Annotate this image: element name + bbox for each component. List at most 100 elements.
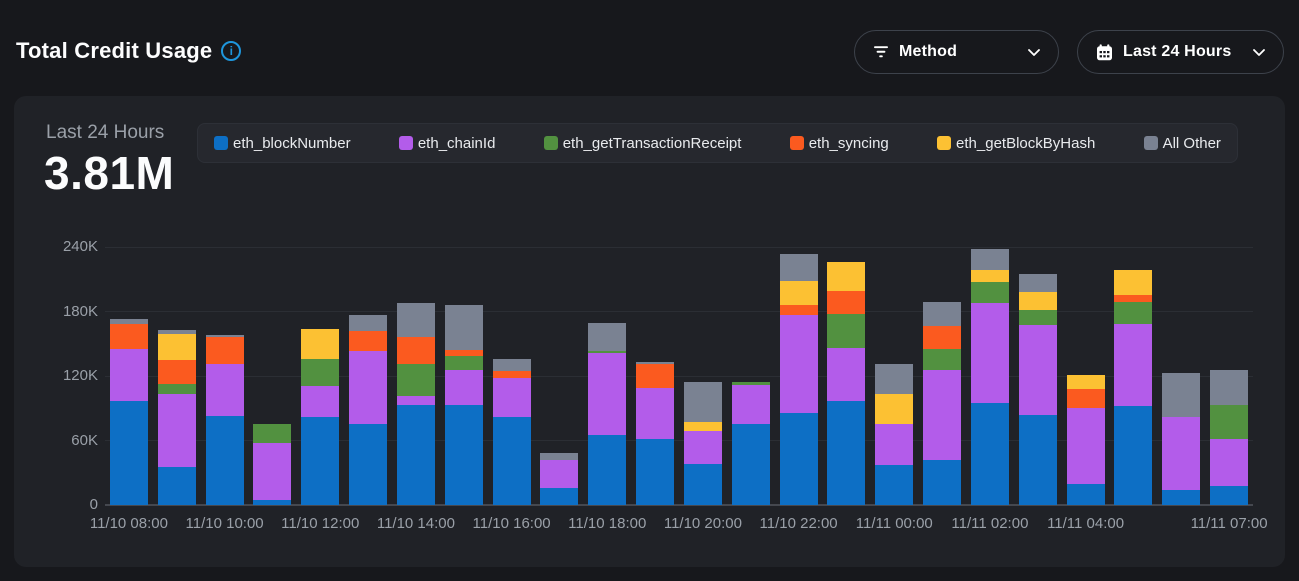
bar-segment-eth_getTransactionReceipt[interactable] (731, 382, 770, 385)
bar-segment-eth_syncing[interactable] (444, 350, 483, 356)
bar-segment-eth_getTransactionReceipt[interactable] (396, 364, 435, 397)
bar-segment-All Other[interactable] (492, 358, 531, 371)
bar-segment-eth_chainId[interactable] (923, 369, 962, 460)
bar-segment-eth_getTransactionReceipt[interactable] (588, 351, 627, 354)
bar-segment-eth_chainId[interactable] (827, 348, 866, 401)
bar-segment-eth_getBlockByHash[interactable] (1018, 292, 1057, 311)
bar-segment-eth_chainId[interactable] (636, 387, 675, 440)
bar-segment-eth_blockNumber[interactable] (1018, 414, 1057, 505)
bar-segment-eth_chainId[interactable] (540, 459, 579, 488)
bar-segment-eth_getBlockByHash[interactable] (683, 422, 722, 431)
bar-segment-eth_chainId[interactable] (779, 314, 818, 413)
bar-segment-eth_getBlockByHash[interactable] (301, 328, 340, 359)
bar-segment-All Other[interactable] (205, 335, 244, 338)
bar-segment-eth_chainId[interactable] (253, 442, 292, 500)
bar-segment-eth_getTransactionReceipt[interactable] (1210, 405, 1249, 440)
bar-segment-eth_syncing[interactable] (396, 337, 435, 365)
bar-segment-eth_blockNumber[interactable] (109, 400, 148, 505)
bar-segment-eth_chainId[interactable] (109, 349, 148, 401)
bar-segment-eth_syncing[interactable] (827, 291, 866, 314)
bar-segment-eth_blockNumber[interactable] (253, 499, 292, 505)
bar-segment-eth_blockNumber[interactable] (779, 412, 818, 505)
bar-segment-eth_getBlockByHash[interactable] (875, 394, 914, 425)
bar-segment-All Other[interactable] (1018, 273, 1057, 293)
bar-segment-eth_blockNumber[interactable] (444, 405, 483, 505)
legend-item-eth_syncing[interactable]: eth_syncing (789, 135, 889, 152)
bar-segment-eth_blockNumber[interactable] (349, 424, 388, 505)
bar-segment-All Other[interactable] (1210, 369, 1249, 406)
bar-segment-eth_blockNumber[interactable] (1210, 485, 1249, 505)
bar-segment-All Other[interactable] (444, 305, 483, 351)
bar-segment-eth_blockNumber[interactable] (301, 416, 340, 505)
bar-segment-eth_syncing[interactable] (636, 364, 675, 388)
bar-segment-All Other[interactable] (157, 329, 196, 335)
bar-segment-eth_chainId[interactable] (875, 424, 914, 466)
bar-segment-eth_blockNumber[interactable] (396, 405, 435, 505)
bar-segment-eth_getTransactionReceipt[interactable] (444, 355, 483, 370)
bar-segment-All Other[interactable] (1162, 372, 1201, 417)
bar-segment-eth_chainId[interactable] (205, 364, 244, 416)
bar-segment-eth_blockNumber[interactable] (683, 464, 722, 505)
bar-segment-eth_chainId[interactable] (1210, 439, 1249, 486)
legend-item-All Other[interactable]: All Other (1143, 135, 1221, 152)
bar-segment-eth_blockNumber[interactable] (970, 402, 1009, 505)
bar-segment-eth_chainId[interactable] (588, 353, 627, 436)
bar-segment-All Other[interactable] (970, 249, 1009, 270)
bar-segment-eth_getTransactionReceipt[interactable] (970, 282, 1009, 303)
bar-segment-eth_syncing[interactable] (779, 305, 818, 315)
bar-segment-eth_blockNumber[interactable] (205, 415, 244, 505)
bar-segment-All Other[interactable] (109, 319, 148, 325)
bar-segment-eth_blockNumber[interactable] (827, 400, 866, 505)
bar-segment-eth_syncing[interactable] (1114, 295, 1153, 302)
bar-segment-eth_getBlockByHash[interactable] (157, 334, 196, 360)
bar-segment-eth_chainId[interactable] (396, 396, 435, 406)
bar-segment-eth_getBlockByHash[interactable] (779, 281, 818, 306)
bar-segment-eth_chainId[interactable] (1162, 416, 1201, 490)
bar-segment-All Other[interactable] (540, 453, 579, 460)
bar-segment-eth_chainId[interactable] (970, 302, 1009, 403)
bar-segment-eth_getBlockByHash[interactable] (827, 262, 866, 292)
bar-segment-eth_getTransactionReceipt[interactable] (827, 313, 866, 349)
bar-segment-eth_getBlockByHash[interactable] (1114, 269, 1153, 296)
bar-segment-eth_blockNumber[interactable] (731, 424, 770, 505)
bar-segment-eth_blockNumber[interactable] (875, 465, 914, 505)
bar-segment-All Other[interactable] (396, 302, 435, 338)
bar-segment-All Other[interactable] (349, 314, 388, 331)
bar-segment-All Other[interactable] (683, 382, 722, 423)
bar-segment-eth_getTransactionReceipt[interactable] (253, 424, 292, 443)
bar-segment-eth_chainId[interactable] (444, 369, 483, 406)
bar-segment-eth_syncing[interactable] (923, 325, 962, 350)
bar-segment-eth_blockNumber[interactable] (1114, 406, 1153, 505)
bar-segment-eth_chainId[interactable] (1114, 324, 1153, 407)
info-icon[interactable]: i (221, 41, 242, 61)
legend-item-eth_getBlockByHash[interactable]: eth_getBlockByHash (937, 135, 1095, 152)
bar-segment-eth_blockNumber[interactable] (1162, 489, 1201, 505)
legend-item-eth_blockNumber[interactable]: eth_blockNumber (214, 135, 351, 152)
bar-segment-eth_chainId[interactable] (301, 385, 340, 417)
bar-segment-eth_getBlockByHash[interactable] (1066, 374, 1105, 389)
bar-segment-eth_blockNumber[interactable] (540, 487, 579, 505)
bar-segment-eth_syncing[interactable] (492, 370, 531, 379)
bar-segment-eth_getTransactionReceipt[interactable] (157, 383, 196, 395)
bar-segment-eth_getTransactionReceipt[interactable] (301, 358, 340, 386)
bar-segment-eth_blockNumber[interactable] (492, 416, 531, 505)
bar-segment-eth_chainId[interactable] (1066, 408, 1105, 484)
bar-segment-All Other[interactable] (923, 301, 962, 326)
bar-segment-All Other[interactable] (779, 253, 818, 282)
bar-segment-eth_blockNumber[interactable] (923, 459, 962, 505)
bar-segment-eth_syncing[interactable] (157, 359, 196, 384)
bar-segment-eth_syncing[interactable] (205, 337, 244, 365)
bar-segment-eth_syncing[interactable] (349, 330, 388, 352)
bar-segment-eth_syncing[interactable] (109, 324, 148, 350)
bar-segment-All Other[interactable] (636, 362, 675, 365)
bar-segment-eth_chainId[interactable] (349, 351, 388, 425)
bar-segment-eth_blockNumber[interactable] (1066, 483, 1105, 505)
bar-segment-eth_blockNumber[interactable] (157, 467, 196, 505)
legend-item-eth_chainId[interactable]: eth_chainId (398, 135, 495, 152)
bar-segment-eth_getTransactionReceipt[interactable] (1114, 301, 1153, 325)
legend-item-eth_getTransactionReceipt[interactable]: eth_getTransactionReceipt (543, 135, 741, 152)
bar-segment-eth_syncing[interactable] (1066, 388, 1105, 409)
bar-segment-eth_getBlockByHash[interactable] (970, 269, 1009, 283)
bar-segment-eth_chainId[interactable] (1018, 325, 1057, 415)
bar-segment-eth_blockNumber[interactable] (636, 439, 675, 505)
